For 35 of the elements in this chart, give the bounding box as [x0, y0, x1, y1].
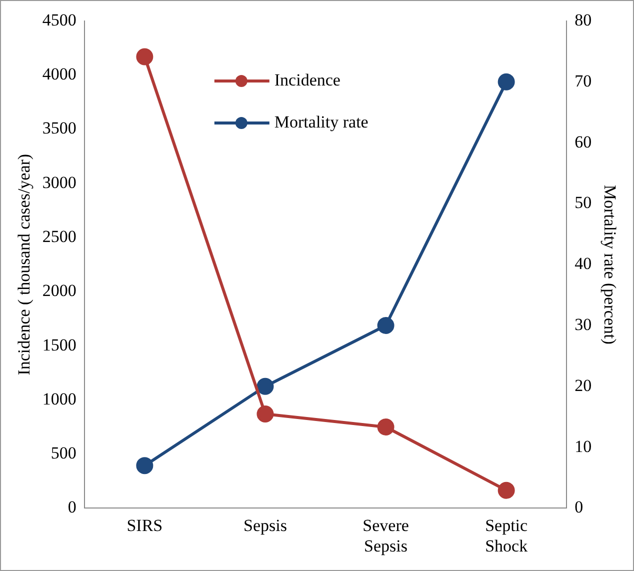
point — [498, 73, 515, 90]
point — [377, 418, 394, 436]
x-tick-label: Severe Sepsis — [362, 516, 409, 556]
y2-axis-title: Mortality rate (percent) — [600, 184, 620, 344]
y2-tick-label: 80 — [574, 10, 592, 30]
point — [136, 48, 154, 66]
y2-tick-label: 40 — [574, 254, 592, 274]
point — [256, 406, 274, 423]
y-tick-label: 2500 — [42, 227, 76, 246]
point — [498, 482, 515, 499]
x-tick-label: SIRS — [126, 516, 163, 535]
legend-label: Incidence — [274, 70, 340, 90]
y-axis-title: Incidence ( thousand cases/year) — [14, 154, 34, 376]
y2-tick-label: 60 — [574, 132, 592, 152]
y2-tick-label: 50 — [574, 193, 592, 212]
point — [256, 378, 274, 395]
y2-tick-label: 20 — [574, 376, 592, 395]
legend-label: Mortality rate — [274, 112, 368, 132]
x-tick-label: Septic Shock — [485, 516, 528, 556]
y-tick-label: 2000 — [42, 281, 76, 300]
y-tick-label: 0 — [68, 498, 76, 517]
y-tick-label: 4000 — [42, 64, 76, 84]
x-tick-label: Sepsis — [243, 516, 287, 535]
y2-tick-label: 30 — [574, 314, 592, 334]
y2-tick-label: 0 — [574, 498, 584, 517]
y-tick-label: 1000 — [42, 389, 76, 408]
y-tick-label: 3000 — [42, 172, 76, 192]
y-tick-label: 4500 — [42, 10, 76, 30]
point — [136, 457, 154, 474]
y-tick-label: 3500 — [42, 118, 76, 138]
y2-tick-label: 70 — [574, 71, 592, 90]
point — [377, 317, 394, 334]
y-tick-label: 500 — [50, 444, 76, 463]
y2-tick-label: 10 — [574, 436, 592, 456]
y-tick-label: 1500 — [42, 335, 76, 354]
